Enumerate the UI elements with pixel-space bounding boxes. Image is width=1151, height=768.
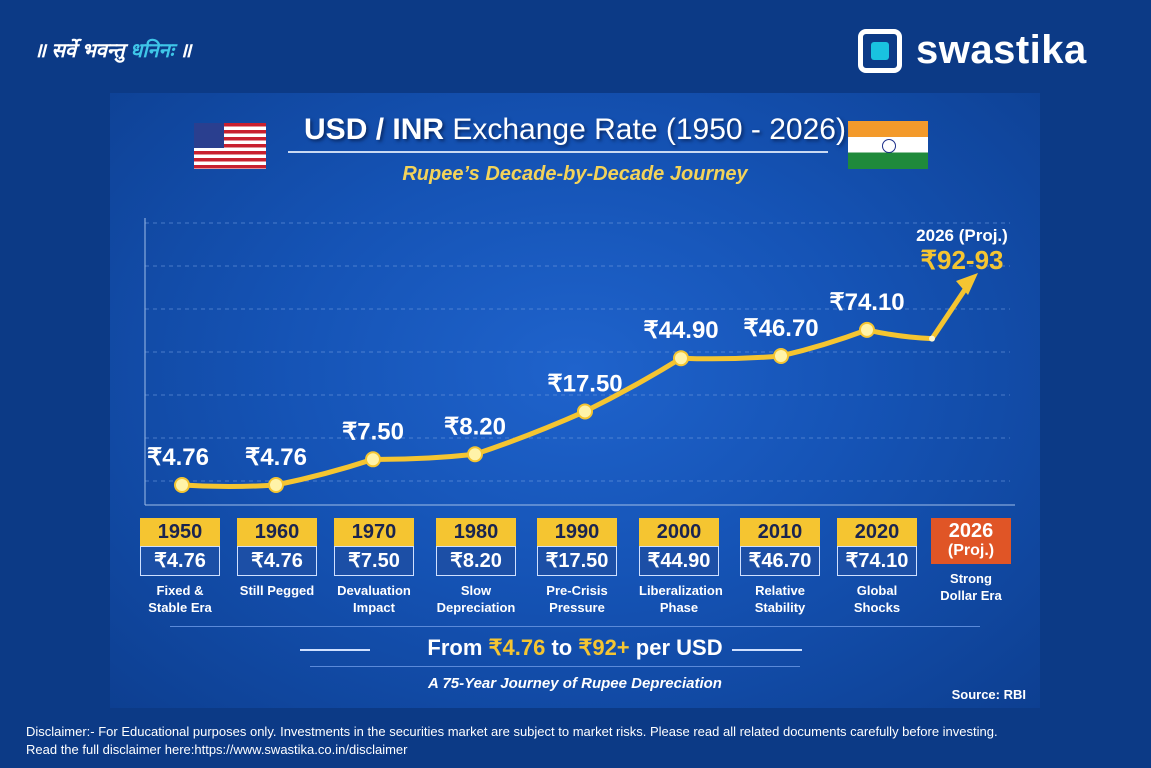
swastika-logo: swastika: [858, 28, 1087, 73]
divider: [170, 626, 980, 627]
summary: From ₹4.76 to ₹92+ per USD: [427, 635, 723, 660]
logo-icon: [858, 28, 902, 73]
data-label: ₹17.50: [547, 370, 622, 397]
india-flag-icon: [848, 121, 928, 169]
decade-card: 1980 ₹8.20 Slow Depreciation: [436, 518, 516, 616]
year-label: 1960: [237, 518, 317, 546]
rate-value: ₹4.76: [237, 546, 317, 576]
year-label: 2026 (Proj.): [931, 518, 1011, 564]
projection-range: ₹92-93: [920, 245, 1003, 275]
year-label: 1980: [436, 518, 516, 546]
rate-value: ₹74.10: [837, 546, 917, 576]
data-point: [268, 477, 284, 493]
era-description: Liberalization Phase: [639, 583, 723, 615]
journey-caption: A 75-Year Journey of Rupee Depreciation: [428, 675, 722, 692]
decade-card: 2020 ₹74.10 Global Shocks: [837, 518, 917, 616]
decade-card: 1950 ₹4.76 Fixed & Stable Era: [140, 518, 220, 616]
era-description: Fixed & Stable Era: [148, 583, 212, 615]
data-label: ₹74.10: [829, 289, 904, 316]
rate-value: ₹44.90: [639, 546, 719, 576]
disclaimer: Disclaimer:- For Educational purposes on…: [26, 724, 998, 757]
rate-value: ₹7.50: [334, 546, 414, 576]
tagline: ॥ सर्वे भवन्तु धनिनः ॥: [34, 40, 192, 62]
line-chart: ₹4.76 ₹4.76 ₹7.50 ₹8.20 ₹17.50 ₹44.90 ₹46.70 ₹7…: [144, 218, 1015, 506]
data-label: ₹46.70: [743, 315, 818, 342]
era-description: Global Shocks: [853, 583, 901, 615]
decade-card: 2010 ₹46.70 Relative Stability: [740, 518, 820, 616]
rate-value: ₹8.20: [436, 546, 516, 576]
data-point: [773, 347, 789, 364]
divider: [310, 666, 800, 667]
year-label: 2000: [639, 518, 719, 546]
us-flag-icon: [194, 123, 266, 169]
year-label: 2010: [740, 518, 820, 546]
divider: [732, 649, 802, 651]
rate-value: ₹46.70: [740, 546, 820, 576]
decade-card: 1960 ₹4.76 Still Pegged: [237, 518, 317, 599]
data-point: [673, 350, 689, 367]
data-label: ₹8.20: [444, 413, 506, 440]
era-description: Pre-Crisis Pressure: [546, 583, 608, 615]
rate-value: ₹4.76: [140, 546, 220, 576]
infographic: USD / INR Exchange Rate (1950 - 2026) Ru…: [110, 93, 1040, 708]
era-description: Strong Dollar Era: [940, 571, 1002, 603]
data-label: ₹4.76: [147, 444, 209, 471]
era-description: Devaluation Impact: [337, 583, 411, 615]
data-point: [467, 446, 483, 463]
era-description: Still Pegged: [239, 583, 315, 598]
year-label: 2020: [837, 518, 917, 546]
projection-card: 2026 (Proj.) Strong Dollar Era: [931, 518, 1011, 604]
source-note: Source: RBI: [951, 687, 1026, 702]
chart-subtitle: Rupee’s Decade-by-Decade Journey: [402, 163, 748, 185]
data-point: [174, 477, 190, 493]
data-label: ₹44.90: [643, 317, 718, 344]
year-label: 1970: [334, 518, 414, 546]
divider: [300, 649, 370, 651]
decade-card: 2000 ₹44.90 Liberalization Phase: [639, 518, 723, 616]
era-description: Slow Depreciation: [436, 583, 516, 615]
projection-point: [929, 335, 935, 342]
year-label: 1990: [537, 518, 617, 546]
decade-card: 1990 ₹17.50 Pre-Crisis Pressure: [537, 518, 617, 616]
year-label: 1950: [140, 518, 220, 546]
data-point: [577, 403, 593, 420]
title-divider: [288, 151, 828, 153]
era-description: Relative Stability: [754, 583, 806, 615]
data-label: ₹4.76: [245, 444, 307, 471]
data-point: [859, 321, 875, 338]
decade-card: 1970 ₹7.50 Devaluation Impact: [334, 518, 414, 616]
chart-title: USD / INR Exchange Rate (1950 - 2026): [304, 113, 846, 146]
arrow-head-icon: [956, 273, 978, 295]
projection-label: 2026 (Proj.): [916, 226, 1008, 245]
data-label: ₹7.50: [342, 418, 404, 445]
rate-value: ₹17.50: [537, 546, 617, 576]
data-point: [365, 451, 381, 468]
